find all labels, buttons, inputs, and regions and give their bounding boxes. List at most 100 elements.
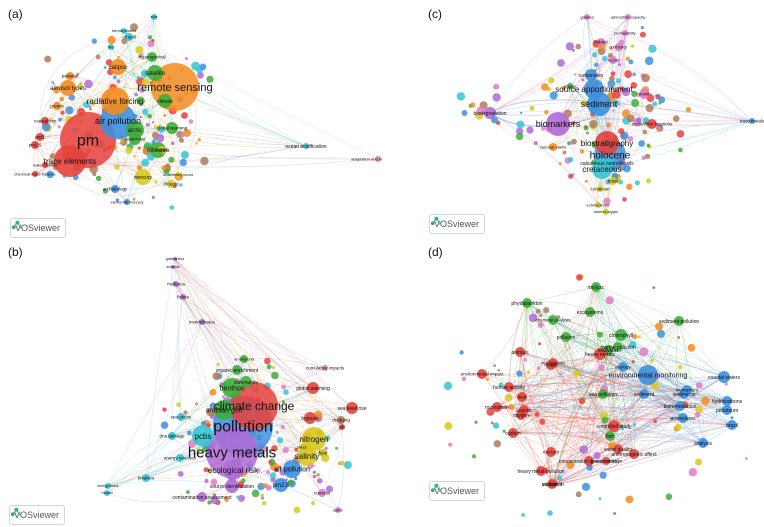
keyword-node[interactable] [41,117,49,125]
keyword-node[interactable] [173,257,177,261]
keyword-node[interactable] [504,382,514,392]
keyword-node[interactable] [492,402,502,412]
keyword-node[interactable] [477,369,487,379]
keyword-node[interactable] [674,316,684,326]
keyword-node[interactable] [618,362,628,372]
keyword-node[interactable] [584,79,604,99]
network-map-a[interactable]: pm remote sensing air pollution trace eleme… [0,0,382,240]
keyword-node[interactable] [225,479,239,493]
keyword-node[interactable] [548,315,558,325]
keyword-node[interactable] [346,402,358,414]
keyword-node[interactable] [584,456,594,466]
keyword-node[interactable] [135,169,151,185]
keyword-node[interactable] [508,428,518,438]
keyword-node[interactable] [602,457,610,465]
keyword-node[interactable] [60,80,76,96]
keyword-node[interactable] [546,447,556,457]
keyword-node[interactable] [546,112,570,136]
keyword-node[interactable] [622,30,628,36]
network-map-b[interactable]: pollution heavy metals climate change benth… [0,240,382,527]
keyword-node[interactable] [625,14,631,20]
keyword-node[interactable] [222,378,242,398]
keyword-node[interactable] [549,480,557,488]
keyword-node[interactable] [147,52,157,62]
keyword-node[interactable] [597,186,603,192]
keyword-node[interactable] [516,410,526,420]
keyword-node[interactable] [168,432,176,440]
keyword-node[interactable] [601,157,613,169]
keyword-node[interactable] [199,319,205,325]
keyword-node[interactable] [603,209,609,215]
keyword-node[interactable] [151,14,157,20]
keyword-node[interactable] [339,424,345,430]
keyword-node[interactable] [675,401,685,411]
keyword-node[interactable] [319,449,327,457]
keyword-node[interactable] [31,141,39,149]
keyword-node[interactable] [108,44,114,50]
keyword-node[interactable] [32,171,38,177]
keyword-node[interactable] [615,329,627,341]
keyword-node[interactable] [176,454,184,462]
keyword-node[interactable] [484,107,496,119]
keyword-node[interactable] [302,427,326,451]
keyword-node[interactable] [192,425,214,447]
keyword-node[interactable] [638,365,658,385]
keyword-node[interactable] [522,298,532,308]
keyword-node[interactable] [595,131,619,155]
keyword-node[interactable] [125,33,133,41]
keyword-node[interactable] [175,172,181,178]
keyword-node[interactable] [517,392,527,402]
keyword-node[interactable] [567,83,573,89]
keyword-node[interactable] [639,89,649,99]
keyword-node[interactable] [240,376,252,388]
keyword-node[interactable] [749,118,755,124]
keyword-node[interactable] [121,28,127,34]
vosviewer-badge[interactable]: VOSviewer [429,481,486,501]
keyword-node[interactable] [615,43,623,51]
keyword-node[interactable] [142,474,150,482]
keyword-node[interactable] [42,162,48,168]
keyword-node[interactable] [549,143,557,151]
keyword-node[interactable] [171,265,175,269]
keyword-node[interactable] [214,400,234,420]
keyword-node[interactable] [104,490,110,496]
keyword-node[interactable] [232,365,242,375]
keyword-node[interactable] [53,102,61,110]
keyword-node[interactable] [682,385,692,395]
keyword-node[interactable] [110,59,126,75]
keyword-node[interactable] [167,180,175,188]
keyword-node[interactable] [605,431,615,441]
keyword-node[interactable] [597,38,605,46]
keyword-node[interactable] [594,348,606,360]
keyword-node[interactable] [584,14,590,20]
keyword-node[interactable] [639,389,649,399]
keyword-node[interactable] [647,119,657,129]
keyword-node[interactable] [678,413,688,423]
keyword-node[interactable] [548,358,558,368]
keyword-node[interactable] [180,294,186,300]
keyword-node[interactable] [515,347,525,357]
keyword-node[interactable] [585,307,595,317]
keyword-node[interactable] [158,146,166,154]
keyword-node[interactable] [536,466,546,476]
keyword-node[interactable] [595,202,601,208]
keyword-node[interactable] [66,72,74,80]
keyword-node[interactable] [166,122,178,134]
keyword-node[interactable] [609,56,617,64]
keyword-node[interactable] [240,355,248,363]
keyword-node[interactable] [375,156,381,162]
keyword-node[interactable] [629,449,639,459]
keyword-node[interactable] [297,446,317,466]
keyword-node[interactable] [223,460,243,480]
keyword-node[interactable] [303,143,309,149]
keyword-node[interactable] [124,199,130,205]
keyword-node[interactable] [318,489,326,497]
keyword-node[interactable] [304,412,316,424]
vosviewer-badge[interactable]: VOSviewer [9,505,66,525]
keyword-node[interactable] [722,396,732,406]
keyword-node[interactable] [598,389,608,399]
keyword-node[interactable] [105,483,111,489]
keyword-node[interactable] [173,281,179,287]
keyword-node[interactable] [111,185,119,193]
keyword-node[interactable] [197,492,207,502]
